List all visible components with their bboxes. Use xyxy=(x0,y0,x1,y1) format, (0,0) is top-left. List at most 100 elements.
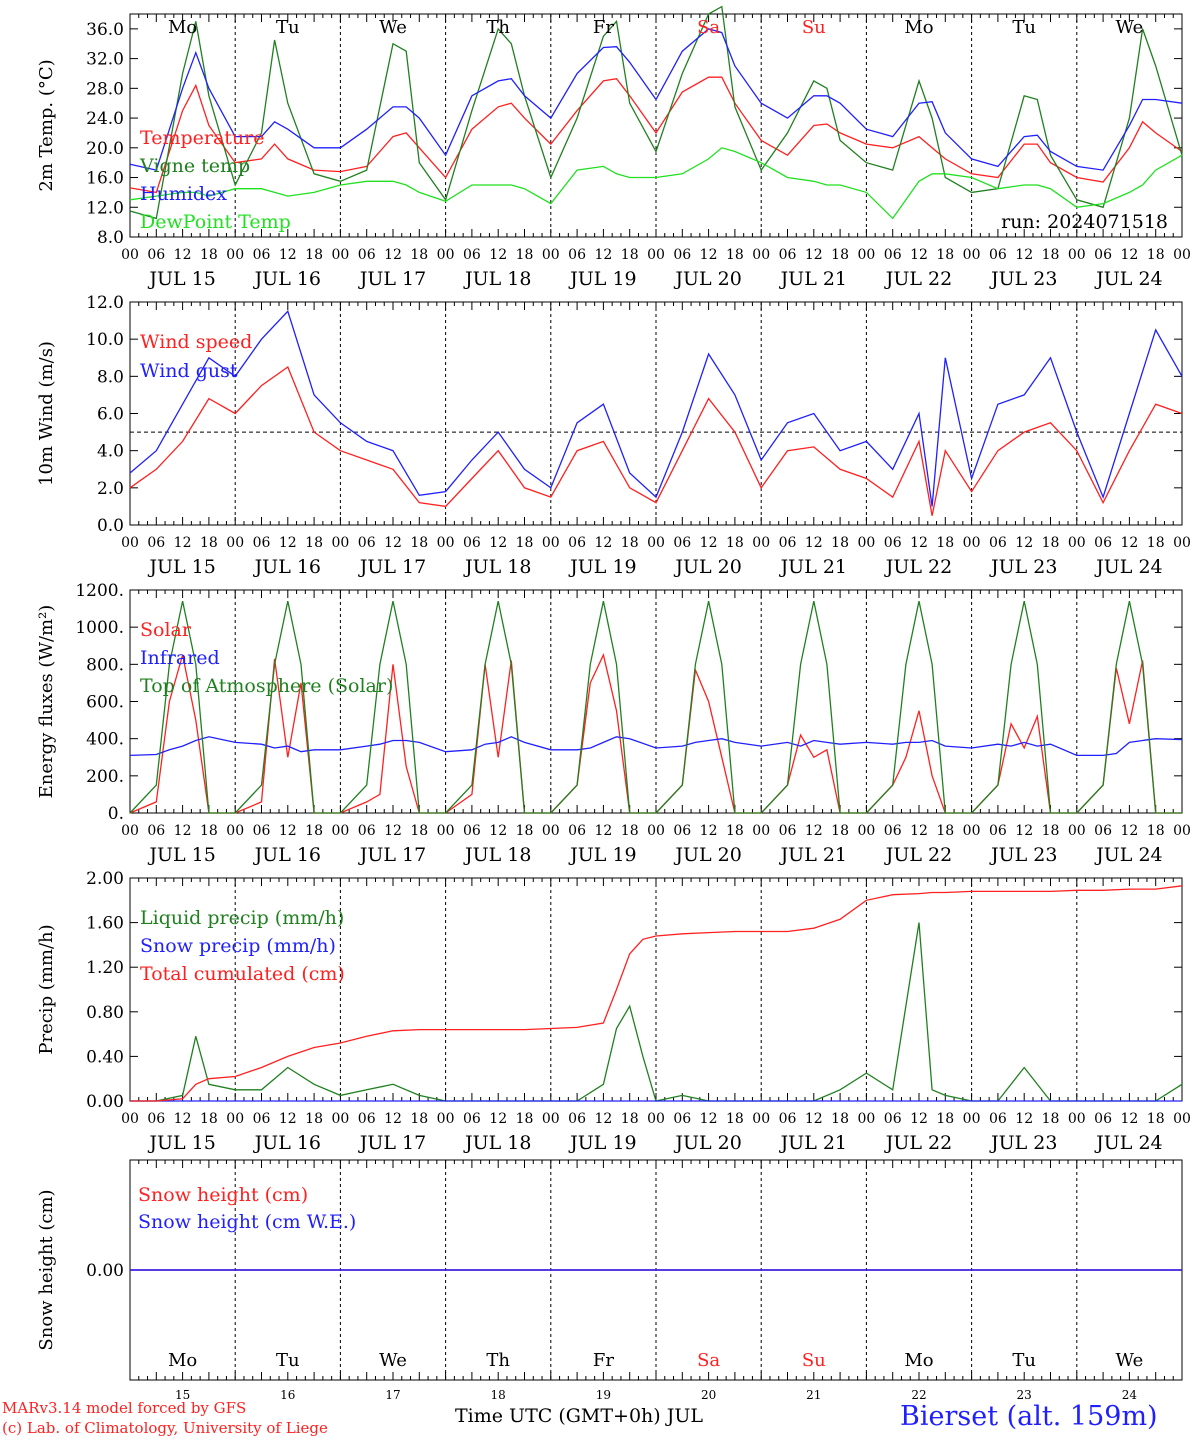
hour-tick-label: 00 xyxy=(121,535,139,551)
hour-tick-label: 00 xyxy=(542,1111,560,1127)
y-tick-label: 0.40 xyxy=(86,1047,124,1067)
hour-tick-label: 18 xyxy=(621,247,639,263)
model-credit: MARv3.14 model forced by GFS xyxy=(2,1399,247,1417)
hour-tick-label: 12 xyxy=(174,823,192,839)
hour-tick-label: 12 xyxy=(805,823,823,839)
hour-tick-label: 00 xyxy=(963,823,981,839)
date-label: JUL 18 xyxy=(463,844,531,866)
hour-tick-label: 12 xyxy=(1120,535,1138,551)
hour-tick-label: 18 xyxy=(621,535,639,551)
y-tick-label: 400. xyxy=(86,730,124,750)
hour-tick-label: 06 xyxy=(568,247,586,263)
hour-tick-label: 18 xyxy=(1042,247,1060,263)
date-label: JUL 23 xyxy=(989,844,1057,866)
hour-tick-label: 00 xyxy=(1173,1111,1191,1127)
y-axis-label: 10m Wind (m/s) xyxy=(36,341,57,486)
y-axis-label: Snow height (cm) xyxy=(36,1189,57,1350)
panel-2 xyxy=(129,301,1183,526)
y-tick-label: 600. xyxy=(86,693,124,713)
hour-tick-label: 12 xyxy=(594,535,612,551)
hour-tick-label: 06 xyxy=(884,1111,902,1127)
y-tick-label: 1.20 xyxy=(86,958,124,978)
hour-tick-label: 18 xyxy=(516,823,534,839)
y-tick-label: 0.80 xyxy=(86,1003,124,1023)
series-line-humidex xyxy=(129,28,1183,171)
hour-tick-label: 00 xyxy=(437,535,455,551)
date-label: JUL 17 xyxy=(358,268,426,290)
hour-tick-label: 06 xyxy=(884,535,902,551)
hour-tick-label: 06 xyxy=(463,535,481,551)
date-label: JUL 15 xyxy=(147,268,215,290)
hour-tick-label: 06 xyxy=(253,247,271,263)
hour-tick-label: 00 xyxy=(226,247,244,263)
hour-tick-label: 18 xyxy=(1147,823,1165,839)
hour-tick-label: 12 xyxy=(700,247,718,263)
hour-tick-label: 18 xyxy=(936,247,954,263)
hour-tick-label: 06 xyxy=(358,823,376,839)
hour-tick-label: 00 xyxy=(1068,1111,1086,1127)
hour-tick-label: 06 xyxy=(779,247,797,263)
hour-tick-label: 00 xyxy=(437,1111,455,1127)
copyright: (c) Lab. of Climatology, University of L… xyxy=(2,1419,328,1437)
station-name: Bierset (alt. 159m) xyxy=(900,1401,1158,1432)
hour-tick-label: 18 xyxy=(305,823,323,839)
date-label: JUL 16 xyxy=(253,844,321,866)
weekday-label: Mo xyxy=(168,1350,197,1371)
date-label: JUL 17 xyxy=(358,1132,426,1154)
day-number: 20 xyxy=(701,1388,716,1402)
series-line-infrared xyxy=(129,736,1183,757)
hour-tick-label: 00 xyxy=(647,247,665,263)
hour-tick-label: 06 xyxy=(147,535,165,551)
legend-entry: Liquid precip (mm/h) xyxy=(140,907,344,929)
weekday-label: We xyxy=(379,17,407,38)
hour-tick-label: 06 xyxy=(568,535,586,551)
hour-tick-label: 00 xyxy=(1173,247,1191,263)
hour-tick-label: 00 xyxy=(437,247,455,263)
weekday-label: Tu xyxy=(1012,17,1036,38)
hour-tick-label: 00 xyxy=(226,1111,244,1127)
hour-tick-label: 18 xyxy=(831,1111,849,1127)
hour-tick-label: 12 xyxy=(910,535,928,551)
hour-tick-label: 00 xyxy=(647,535,665,551)
hour-tick-label: 00 xyxy=(647,823,665,839)
hour-tick-label: 18 xyxy=(200,247,218,263)
date-label: JUL 18 xyxy=(463,268,531,290)
hour-tick-label: 06 xyxy=(884,823,902,839)
date-label: JUL 16 xyxy=(253,1132,321,1154)
y-tick-label: 6.0 xyxy=(97,405,124,425)
hour-tick-label: 18 xyxy=(936,535,954,551)
series-line-total-cumulated-cm- xyxy=(130,885,1183,1102)
legend-entry: Wind speed xyxy=(140,331,252,353)
day-number: 15 xyxy=(175,1388,190,1402)
hour-tick-label: 12 xyxy=(805,1111,823,1127)
hour-tick-label: 06 xyxy=(673,247,691,263)
hour-tick-label: 06 xyxy=(989,1111,1007,1127)
y-tick-label: 1200. xyxy=(75,581,124,601)
hour-tick-label: 12 xyxy=(279,1111,297,1127)
y-tick-label: 8.0 xyxy=(97,228,124,248)
hour-tick-label: 00 xyxy=(542,823,560,839)
weekday-label: Tu xyxy=(1012,1350,1036,1371)
day-number: 17 xyxy=(385,1388,400,1402)
date-label: JUL 23 xyxy=(989,268,1057,290)
legend-entry: Vigne temp xyxy=(139,155,250,177)
hour-tick-label: 06 xyxy=(568,1111,586,1127)
day-number: 22 xyxy=(911,1388,926,1402)
hour-tick-label: 12 xyxy=(700,823,718,839)
hour-tick-label: 18 xyxy=(1147,535,1165,551)
date-label: JUL 20 xyxy=(673,844,741,866)
hour-tick-label: 18 xyxy=(726,823,744,839)
plot-frame xyxy=(129,13,1183,238)
day-number: 23 xyxy=(1017,1388,1032,1402)
hour-tick-label: 00 xyxy=(437,823,455,839)
hour-tick-label: 12 xyxy=(910,823,928,839)
hour-tick-label: 18 xyxy=(200,1111,218,1127)
series-line-top-of-atmosphere-solar- xyxy=(129,600,1182,814)
panel-5 xyxy=(129,1159,1183,1381)
y-tick-label: 20.0 xyxy=(86,139,124,159)
hour-tick-label: 06 xyxy=(673,1111,691,1127)
day-number: 21 xyxy=(806,1388,821,1402)
hour-tick-label: 00 xyxy=(1068,247,1086,263)
y-axis-label: 2m Temp. (°C) xyxy=(36,59,57,191)
